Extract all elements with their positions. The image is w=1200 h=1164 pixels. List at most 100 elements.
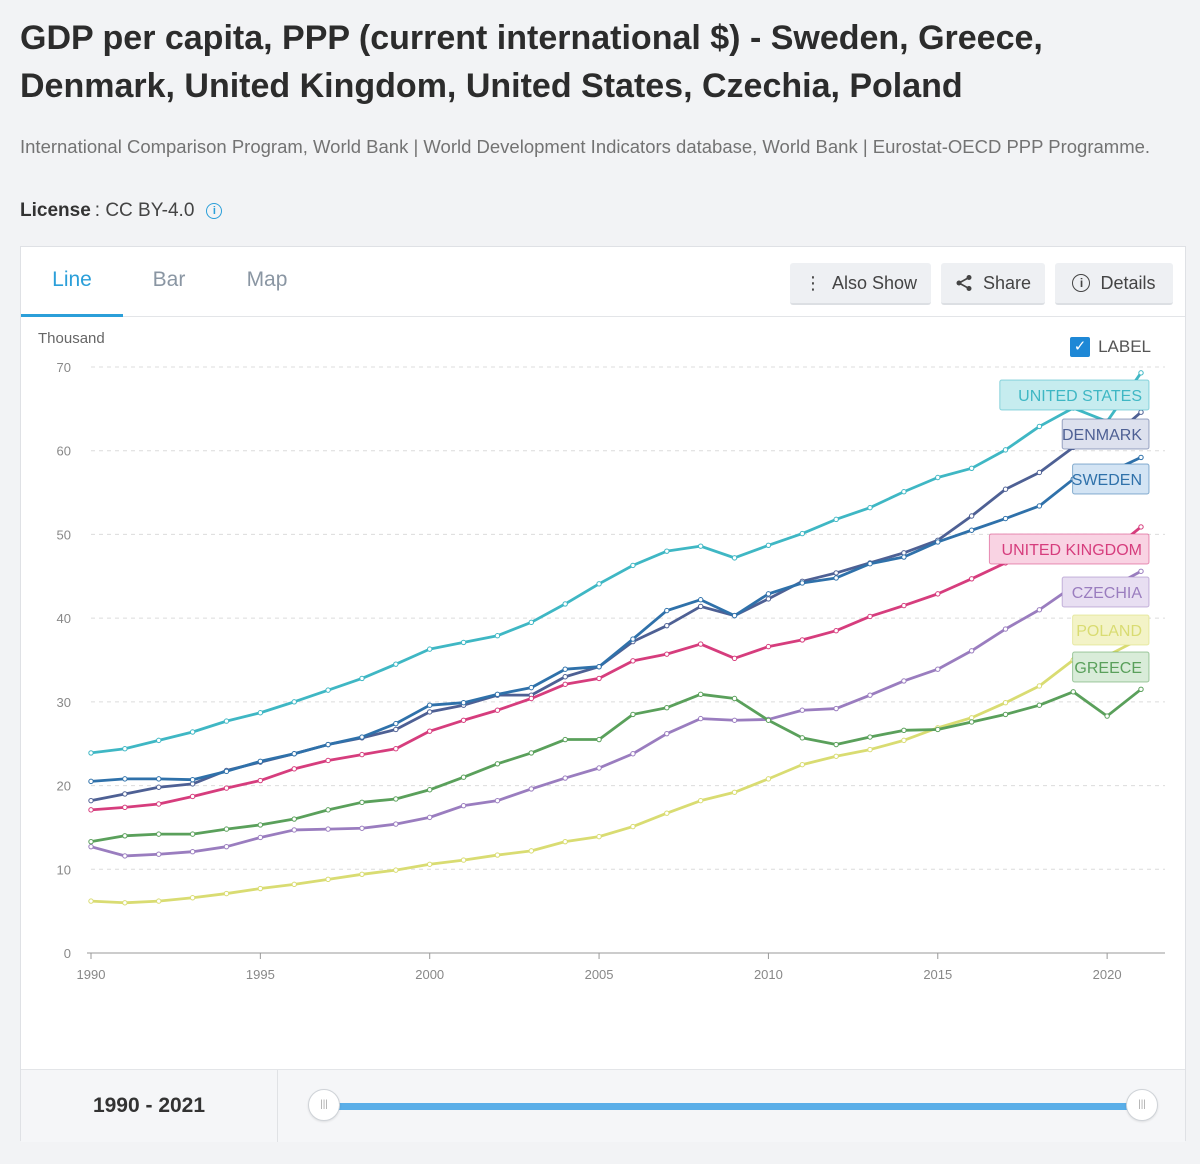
data-point [664, 622, 670, 629]
data-point [189, 729, 196, 735]
data-point [189, 831, 196, 837]
range-slider-track[interactable] [325, 1103, 1143, 1110]
data-point [562, 736, 568, 743]
data-point [427, 646, 433, 652]
also-show-label: Also Show [831, 272, 918, 293]
info-icon[interactable]: i [206, 203, 223, 219]
data-point [731, 655, 738, 662]
data-point [122, 776, 128, 782]
data-point [528, 619, 535, 626]
label-toggle[interactable]: ✓ LABEL [1070, 337, 1151, 357]
data-point [833, 741, 839, 748]
data-point [596, 765, 602, 771]
data-point [393, 726, 399, 733]
data-point [901, 554, 907, 560]
data-point [562, 666, 568, 672]
data-point [156, 737, 162, 744]
data-point [867, 561, 873, 567]
data-point [968, 719, 975, 725]
data-point [1138, 370, 1144, 376]
data-point [799, 707, 805, 713]
license-value: : CC BY-4.0 [94, 200, 195, 221]
y-tick-label: 10 [57, 862, 71, 877]
more-vertical-icon: ⋮ [803, 272, 822, 293]
data-point [257, 885, 264, 892]
data-point [968, 648, 975, 654]
range-slider-handle-end[interactable]: ||| [1126, 1089, 1158, 1121]
checkbox-checked-icon[interactable]: ✓ [1070, 337, 1091, 357]
also-show-button[interactable]: ⋮ Also Show [790, 263, 931, 305]
data-point [528, 695, 535, 702]
tab-bar[interactable]: Bar [152, 268, 186, 291]
data-point [1138, 524, 1144, 530]
share-label: Share [982, 272, 1032, 293]
data-point [799, 580, 805, 586]
data-point [88, 797, 94, 804]
data-point [427, 814, 433, 821]
data-point [1002, 711, 1009, 718]
data-point [291, 827, 297, 833]
y-tick-label: 0 [64, 946, 71, 961]
y-tick-label: 30 [57, 695, 71, 710]
data-point [1002, 626, 1009, 632]
data-point [156, 851, 162, 857]
data-point [901, 737, 907, 744]
share-button[interactable]: Share [941, 263, 1045, 305]
data-point [291, 699, 297, 705]
data-point [664, 705, 670, 711]
data-point [189, 793, 196, 800]
data-point [1036, 607, 1043, 613]
data-point [562, 838, 568, 845]
chart-area: ✓ LABEL Thousand 0 10 20 30 40 50 60 70 1990 1995 2… [21, 317, 1187, 1067]
y-tick-label: 70 [57, 360, 71, 375]
data-point [833, 753, 839, 759]
data-point [968, 576, 975, 582]
data-point [291, 751, 297, 757]
data-point [630, 562, 636, 569]
y-axis-title: Thousand [38, 330, 105, 347]
data-point [630, 711, 636, 718]
data-point [968, 513, 975, 519]
data-point [460, 717, 467, 723]
data-point [765, 542, 772, 549]
data-point [697, 603, 704, 610]
label-toggle-text: LABEL [1098, 337, 1151, 356]
series-label: UNITED KINGDOM [1002, 542, 1142, 559]
data-point [901, 727, 907, 734]
series-label-box [1072, 651, 1150, 683]
data-point [968, 527, 975, 533]
tab-line[interactable]: Line [21, 247, 123, 317]
data-point [325, 741, 331, 748]
data-point [291, 766, 297, 772]
series-label: CZECHIA [1072, 585, 1143, 602]
data-point [664, 548, 670, 554]
data-point [393, 720, 399, 727]
data-point [833, 516, 839, 523]
data-point [867, 692, 873, 698]
details-label: Details [1100, 272, 1156, 293]
range-slider-handle-start[interactable]: ||| [308, 1089, 340, 1121]
details-button[interactable]: i Details [1055, 263, 1173, 305]
data-point [799, 735, 805, 741]
data-point [156, 801, 162, 807]
data-point [460, 857, 467, 863]
share-icon [956, 275, 972, 291]
data-point [494, 761, 501, 767]
data-point [257, 758, 264, 764]
data-point [393, 661, 399, 667]
data-point [664, 810, 670, 816]
data-point [257, 710, 264, 716]
data-point [189, 895, 196, 901]
data-point [799, 637, 805, 643]
tab-map[interactable]: Map [246, 268, 288, 291]
data-point [765, 643, 772, 650]
data-point [393, 796, 399, 802]
series-label-box [1061, 418, 1150, 450]
data-point [901, 678, 907, 684]
series-label-box [1061, 576, 1150, 608]
data-point [867, 734, 873, 740]
data-point [325, 876, 331, 883]
data-point [494, 707, 501, 713]
data-point [122, 791, 128, 797]
data-point [833, 570, 839, 576]
